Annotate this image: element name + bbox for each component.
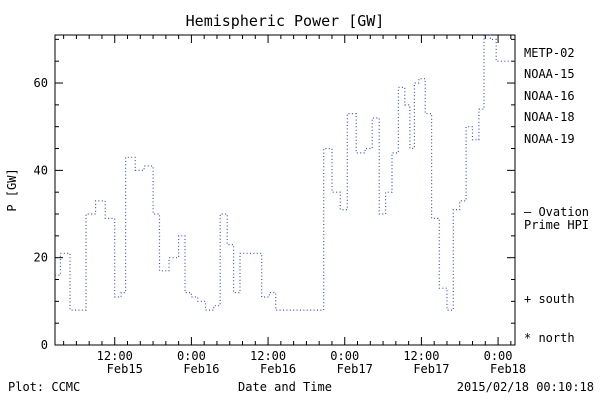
x-tick-time-label: 0:00 (177, 349, 206, 363)
x-tick-time-label: 0:00 (330, 349, 359, 363)
legend-ovation-line2: Prime HPI (524, 218, 589, 232)
footer-plot-source: Plot: CCMC (8, 380, 80, 394)
y-axis-label: P [GW] (5, 168, 19, 211)
legend-noaa-16: NOAA-16 (524, 89, 575, 103)
x-tick-date-label: Feb16 (183, 362, 219, 376)
footer-timestamp: 2015/02/18 00:10:18 (457, 380, 594, 394)
legend-ovation-line1: — Ovation (524, 205, 589, 219)
legend-noaa-15: NOAA-15 (524, 67, 575, 81)
x-axis-label: Date and Time (238, 380, 332, 394)
x-tick-time-label: 12:00 (97, 349, 133, 363)
legend: METP-02 NOAA-15 NOAA-16 NOAA-18 NOAA-19 … (524, 46, 589, 345)
axis-ticks (55, 35, 515, 346)
x-tick-time-label: 0:00 (484, 349, 513, 363)
y-tick-label: 20 (34, 251, 48, 265)
y-tick-label: 0 (41, 338, 48, 352)
x-tick-time-label: 12:00 (250, 349, 286, 363)
x-tick-date-label: Feb17 (337, 362, 373, 376)
plot-frame (54, 34, 516, 346)
footer: Plot: CCMC Date and Time 2015/02/18 00:1… (8, 380, 594, 394)
legend-south-marker: + south (524, 292, 575, 306)
y-tick-label: 60 (34, 76, 48, 90)
hpi-data-line (55, 34, 515, 311)
legend-metp-02: METP-02 (524, 46, 575, 60)
x-tick-time-label: 12:00 (403, 349, 439, 363)
x-tick-date-label: Feb16 (260, 362, 296, 376)
legend-north-marker: * north (524, 331, 575, 345)
axis-tick-labels: 020406012:00Feb150:00Feb1612:00Feb160:00… (34, 76, 527, 376)
legend-noaa-19: NOAA-19 (524, 132, 575, 146)
x-tick-date-label: Feb18 (490, 362, 526, 376)
x-tick-date-label: Feb17 (413, 362, 449, 376)
x-tick-date-label: Feb15 (107, 362, 143, 376)
legend-noaa-18: NOAA-18 (524, 110, 575, 124)
chart-title: Hemispheric Power [GW] (186, 12, 385, 30)
y-tick-label: 40 (34, 163, 48, 177)
